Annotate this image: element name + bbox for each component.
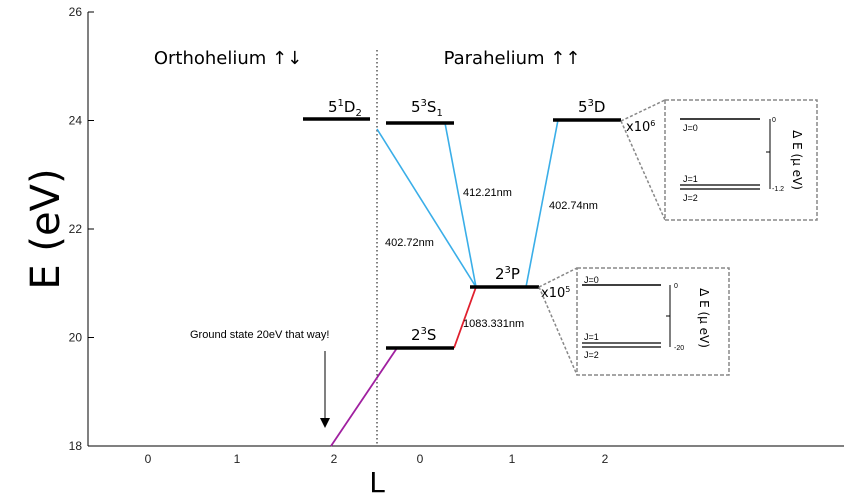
inset-2-3p: x105 J=0 J=1 J=2 0 -20 Δ E (μ eV) bbox=[538, 267, 730, 376]
label-5-1d2: 51D2 bbox=[328, 98, 362, 119]
label-2-3p: 23P bbox=[495, 265, 520, 283]
y-tick-label: 24 bbox=[69, 114, 83, 128]
inset-bottom-axis-title: Δ E (μ eV) bbox=[697, 288, 711, 348]
inset-top-connector bbox=[620, 99, 666, 122]
ground-state-note: Ground state 20eV that way! bbox=[190, 329, 329, 341]
x-axis-title: L bbox=[369, 466, 385, 499]
inset-top-j2-label: J=2 bbox=[683, 193, 698, 203]
parahelium-title: Parahelium ↑↑ bbox=[444, 48, 581, 69]
x-tick-label: 1 bbox=[234, 452, 241, 466]
inset-top-tick-bottom: -1.2 bbox=[772, 186, 784, 193]
y-tick-label: 26 bbox=[69, 5, 83, 19]
label-5-3d: 53D bbox=[578, 98, 605, 116]
inset-bottom-j0-label: J=0 bbox=[584, 275, 599, 285]
x-ticks: 0 1 2 0 1 2 bbox=[145, 452, 609, 466]
label-5-3s1: 53S1 bbox=[411, 98, 443, 119]
x-tick-label: 0 bbox=[417, 452, 424, 466]
arrow-down-icon bbox=[320, 418, 330, 428]
inset-bottom-tick-bottom: -20 bbox=[674, 345, 684, 352]
inset-bottom-j2-label: J=2 bbox=[584, 350, 599, 360]
inset-bottom-tick-0: 0 bbox=[674, 283, 678, 290]
orthohelium-title: Orthohelium ↑↓ bbox=[154, 48, 302, 69]
inset-top-j0-label: J=0 bbox=[683, 123, 698, 133]
inset-top-multiplier: x106 bbox=[626, 119, 655, 135]
x-tick-label: 2 bbox=[602, 452, 609, 466]
inset-bottom-box bbox=[576, 267, 730, 376]
x-tick-label: 2 bbox=[331, 452, 338, 466]
y-axis-title: E (eV) bbox=[23, 168, 69, 289]
x-tick-label: 0 bbox=[145, 452, 152, 466]
transition-ground-2s bbox=[330, 347, 398, 447]
inset-bottom-connector bbox=[538, 286, 578, 376]
y-tick-label: 20 bbox=[69, 331, 83, 345]
inset-top-connector bbox=[620, 120, 666, 221]
inset-top-tick-0: 0 bbox=[772, 117, 776, 124]
transition-1083nm bbox=[453, 286, 477, 349]
y-ticks: 18 20 22 24 26 bbox=[69, 5, 94, 453]
transition-412nm bbox=[444, 122, 477, 288]
wavelength-412-21: 412.21nm bbox=[463, 187, 512, 199]
inset-top-box bbox=[664, 99, 818, 221]
transition-402-74nm bbox=[525, 119, 559, 288]
x-tick-label: 1 bbox=[509, 452, 516, 466]
wavelength-1083-331: 1083.331nm bbox=[463, 318, 524, 330]
inset-bottom-multiplier: x105 bbox=[541, 285, 570, 301]
wavelength-402-72: 402.72nm bbox=[385, 237, 434, 249]
wavelength-402-74: 402.74nm bbox=[549, 200, 598, 212]
inset-5-3d: x106 J=0 J=1 J=2 0 -1.2 Δ E (μ eV) bbox=[620, 99, 818, 221]
inset-top-j1-label: J=1 bbox=[683, 174, 698, 184]
label-2-3s: 23S bbox=[411, 326, 436, 344]
inset-bottom-j1-label: J=1 bbox=[584, 332, 599, 342]
y-tick-label: 18 bbox=[69, 439, 83, 453]
y-tick-label: 22 bbox=[69, 222, 83, 236]
inset-top-axis-title: Δ E (μ eV) bbox=[790, 130, 804, 190]
inset-bottom-connector bbox=[538, 267, 578, 288]
transition-402-72nm bbox=[376, 128, 477, 288]
